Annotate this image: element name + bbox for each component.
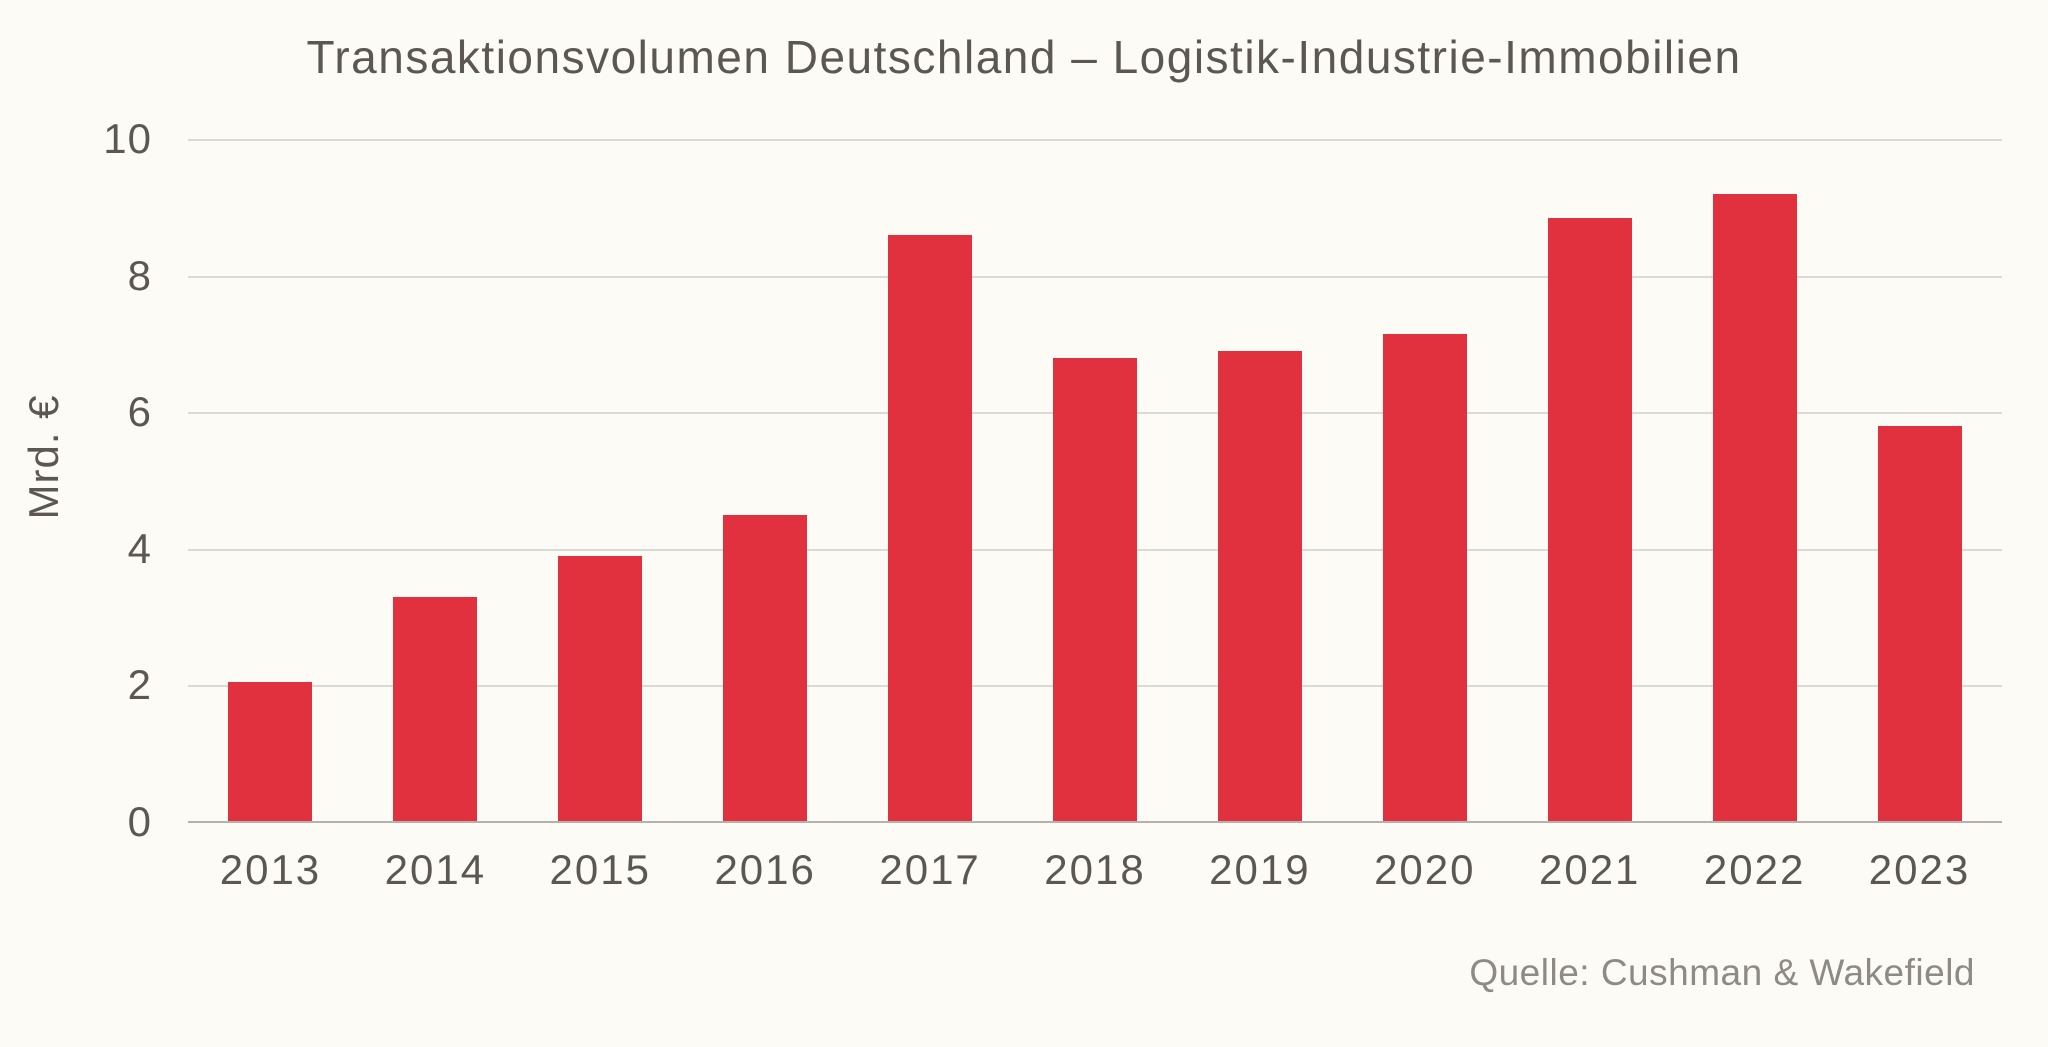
x-tick-label-2019: 2019 bbox=[1209, 846, 1311, 893]
bar-2017 bbox=[888, 234, 973, 822]
x-axis-tick-labels: 2013 2014 2015 2016 2017 2018 2019 2020 2021 2022… bbox=[188, 846, 2002, 894]
x-tick-label-2013: 2013 bbox=[219, 846, 322, 893]
x-axis-line bbox=[188, 821, 2002, 823]
x-tick-label-2021: 2021 bbox=[1538, 846, 1641, 893]
source-note: Quelle: Cushman & Wakefield bbox=[1469, 952, 1975, 993]
x-tick-label-2014: 2014 bbox=[384, 846, 487, 893]
chart-title: Transaktionsvolumen Deutschland – Logist… bbox=[306, 31, 1742, 83]
x-tick-label-2016: 2016 bbox=[714, 846, 816, 893]
y-tick-label-10: 10 bbox=[103, 115, 152, 162]
x-tick-label-2015: 2015 bbox=[549, 846, 651, 893]
y-tick-label-6: 6 bbox=[127, 388, 152, 436]
bar-2015 bbox=[558, 555, 643, 822]
bar-2019 bbox=[1217, 350, 1302, 822]
bar-slot-2019 bbox=[1177, 139, 1342, 822]
gridline-10 bbox=[188, 139, 2002, 141]
y-axis-tick-labels: 0 2 4 6 8 10 bbox=[0, 115, 152, 845]
bar-2013 bbox=[228, 682, 313, 822]
y-tick-label-0: 0 bbox=[127, 798, 152, 845]
x-tick-label-2018: 2018 bbox=[1044, 846, 1146, 893]
y-tick-label-8: 8 bbox=[127, 251, 152, 299]
gridline-8 bbox=[188, 275, 2002, 278]
x-tick-label-2023: 2023 bbox=[1868, 846, 1971, 893]
bar-series bbox=[188, 139, 2002, 822]
x-tick-label-2022: 2022 bbox=[1703, 846, 1806, 893]
x-tick-label-2017: 2017 bbox=[879, 846, 981, 893]
bar-2016 bbox=[723, 514, 808, 822]
bar-slot-2020 bbox=[1342, 139, 1507, 822]
bar-slot-2022 bbox=[1672, 139, 1837, 822]
bar-slot-2018 bbox=[1013, 139, 1178, 822]
bar-slot-2013 bbox=[188, 139, 353, 822]
bar-2023 bbox=[1877, 425, 1962, 822]
bar-slot-2014 bbox=[353, 139, 518, 822]
bar-slot-2016 bbox=[683, 139, 848, 822]
bar-2021 bbox=[1547, 217, 1632, 822]
bar-2014 bbox=[393, 596, 478, 822]
bar-slot-2015 bbox=[518, 139, 683, 822]
bar-2020 bbox=[1382, 333, 1467, 822]
bar-2022 bbox=[1712, 193, 1797, 822]
y-tick-label-2: 2 bbox=[127, 661, 152, 709]
x-tick-label-2020: 2020 bbox=[1374, 846, 1476, 893]
bar-slot-2021 bbox=[1507, 139, 1672, 822]
bar-slot-2023 bbox=[1837, 139, 2002, 822]
plot-area: 0 2 4 6 8 10 2013 2014 2015 2016 2017 2018 2019 2020… bbox=[103, 115, 2002, 893]
bar-2018 bbox=[1052, 357, 1137, 822]
y-tick-label-4: 4 bbox=[127, 524, 152, 572]
bar-slot-2017 bbox=[848, 139, 1013, 822]
